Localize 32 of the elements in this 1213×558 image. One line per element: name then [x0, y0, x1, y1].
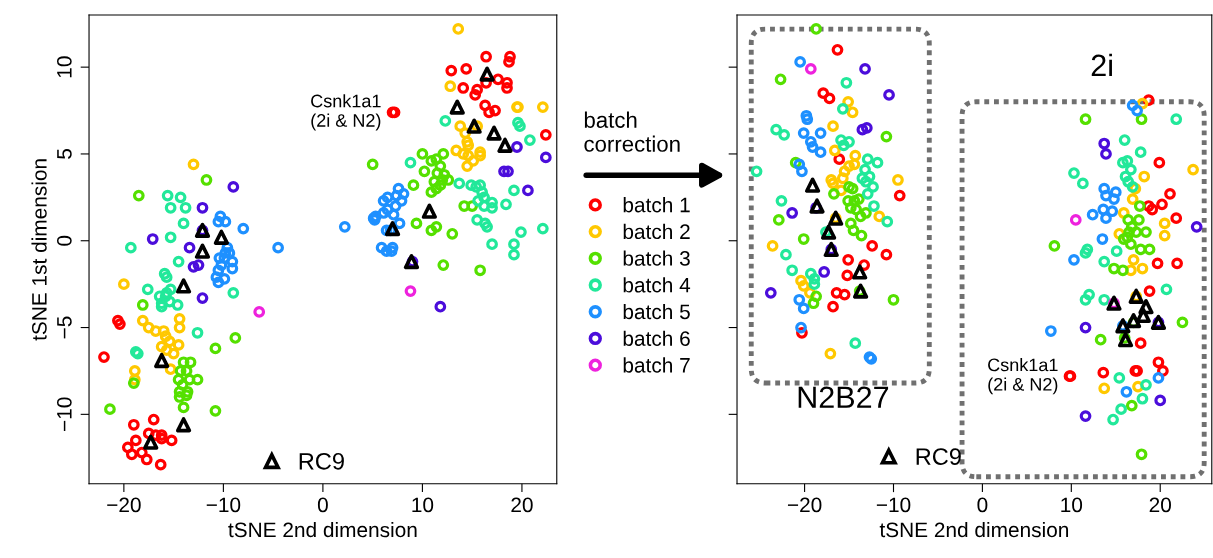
legend-label: RC9 [916, 448, 961, 465]
annotation: 2i [1091, 53, 1112, 76]
legend-label: batch 3 [623, 250, 690, 266]
x-axis-title: tSNE 2nd dimension [879, 521, 1069, 538]
legend-label: batch 5 [623, 303, 690, 320]
legend-label: batch 6 [623, 330, 690, 346]
annotation: Csnk1a1 (2i & N2) [988, 358, 1058, 395]
y-tick-label: 0 [56, 235, 72, 246]
y-tick-label: 10 [56, 56, 72, 78]
legend-label: RC9 [299, 452, 344, 470]
annotation: Csnk1a1 (2i & N2) [311, 94, 381, 131]
y-tick-label: −10 [56, 397, 72, 431]
x-tick-label: −10 [876, 497, 911, 513]
x-tick-label: −10 [206, 497, 241, 513]
legend-label: batch 2 [623, 223, 690, 240]
text: batch correction [584, 111, 680, 152]
legend-label: batch 4 [623, 277, 691, 293]
x-tick-label: −20 [107, 497, 141, 513]
annotation: N2B27 [798, 386, 889, 408]
x-tick-label: 10 [1061, 497, 1083, 513]
legend-label: batch 1 [623, 197, 690, 213]
y-tick-label: −5 [57, 316, 72, 339]
x-axis-title: tSNE 2nd dimension [228, 521, 417, 538]
x-tick-label: 20 [1149, 497, 1171, 513]
y-tick-label: 5 [57, 149, 72, 159]
x-tick-label: 10 [412, 497, 434, 513]
legend-label: batch 7 [623, 357, 690, 373]
y-axis-title: tSNE 1st dimension [31, 159, 47, 341]
x-tick-label: 20 [511, 497, 533, 513]
x-tick-label: −20 [787, 497, 822, 513]
x-tick-label: 0 [317, 497, 328, 513]
x-tick-label: 0 [977, 497, 988, 513]
